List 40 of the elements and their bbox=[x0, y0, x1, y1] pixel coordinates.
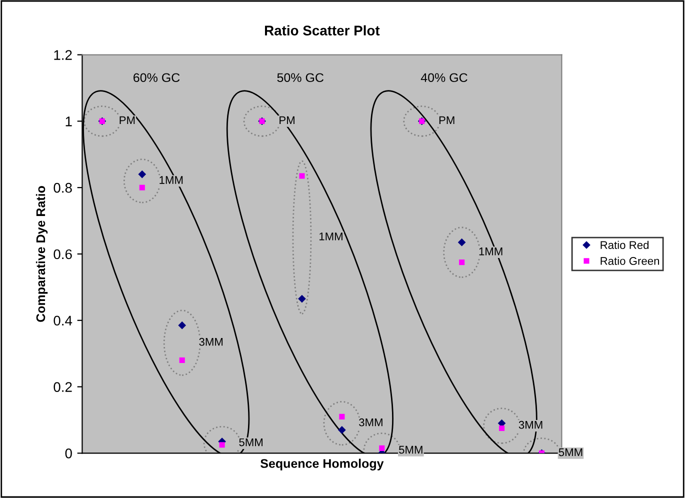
y-tick-label: 0 bbox=[65, 448, 72, 458]
annotation: 5MM bbox=[399, 446, 422, 454]
annotation: 1MM bbox=[160, 176, 183, 184]
point bbox=[298, 294, 306, 303]
y-tick-label: 0.8 bbox=[54, 182, 72, 193]
annotation: 3MM bbox=[199, 338, 223, 346]
point bbox=[139, 184, 145, 190]
legend-label: Ratio Green bbox=[600, 256, 660, 265]
point bbox=[338, 426, 346, 434]
annotation: 40% GC bbox=[420, 73, 468, 82]
point bbox=[458, 238, 466, 246]
y-tick-label: 0.6 bbox=[54, 249, 72, 260]
point bbox=[178, 321, 186, 330]
annotation: 3MM bbox=[359, 418, 382, 426]
y-tick-label: 1 bbox=[66, 116, 72, 126]
annotation: PM bbox=[280, 116, 294, 124]
y-tick-label: 0.2 bbox=[54, 382, 72, 392]
point bbox=[138, 170, 146, 178]
point bbox=[379, 445, 385, 451]
point bbox=[459, 260, 465, 266]
point bbox=[339, 414, 345, 420]
annotation: 1MM bbox=[479, 248, 502, 256]
annotation: 50% GC bbox=[277, 73, 324, 82]
point bbox=[219, 442, 225, 448]
annotation: 5MM bbox=[239, 438, 262, 446]
annotation: 60% GC bbox=[134, 73, 180, 82]
annotation: PM bbox=[439, 116, 454, 124]
y-tick-label: 0.4 bbox=[54, 316, 72, 326]
x-axis-title: Sequence Homology bbox=[260, 458, 384, 470]
point bbox=[179, 357, 185, 363]
y-axis-title: Comparative Dye Ratio bbox=[36, 186, 48, 322]
y-tick-label: 1.2 bbox=[54, 50, 72, 60]
legend-label: Ratio Red bbox=[600, 240, 649, 250]
annotation: 5MM bbox=[558, 448, 582, 456]
point bbox=[498, 426, 505, 432]
point bbox=[299, 173, 305, 179]
chart-title: Ratio Scatter Plot bbox=[265, 25, 380, 36]
annotation: 3MM bbox=[518, 420, 542, 429]
annotation: PM bbox=[120, 116, 135, 124]
annotation: 1MM bbox=[319, 232, 342, 240]
